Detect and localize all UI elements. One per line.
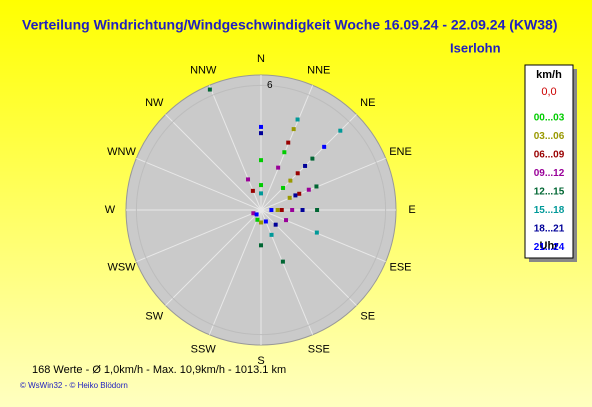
grid-ring — [135, 84, 387, 336]
direction-label: SE — [360, 311, 375, 323]
wind-point — [295, 171, 300, 176]
spoke — [165, 114, 262, 211]
wind-point — [279, 208, 284, 212]
wind-point — [303, 163, 308, 168]
legend-label: 09...12 — [534, 168, 565, 179]
direction-label: SSW — [191, 343, 217, 355]
wind-point — [291, 127, 296, 132]
wind-point — [275, 208, 280, 212]
wind-point — [259, 220, 263, 225]
wind-point — [259, 158, 263, 163]
wind-point — [269, 208, 274, 212]
wind-point — [300, 208, 305, 212]
spoke — [260, 157, 386, 211]
spoke — [208, 209, 262, 335]
wind-point — [251, 211, 256, 216]
direction-label: WSW — [107, 262, 136, 274]
direction-label: WNW — [107, 146, 136, 158]
direction-label: NE — [360, 97, 375, 109]
spoke — [260, 209, 386, 263]
wind-point — [281, 185, 286, 190]
wind-point — [280, 259, 285, 264]
wind-point — [254, 212, 259, 217]
wind-point — [259, 183, 263, 188]
wind-point — [284, 218, 289, 223]
wind-point — [314, 184, 319, 189]
spoke — [136, 209, 262, 263]
wind-point — [322, 144, 327, 149]
wind-point — [310, 156, 315, 161]
wind-point — [207, 87, 212, 92]
wind-point — [314, 230, 319, 235]
wind-point — [250, 188, 255, 193]
direction-label: ESE — [389, 262, 411, 274]
direction-label: E — [408, 204, 415, 216]
wind-point — [315, 208, 320, 212]
wind-point — [259, 131, 263, 136]
wind-point — [276, 165, 281, 170]
chart-title: Verteilung Windrichtung/Windgeschwindigk… — [22, 17, 558, 33]
direction-label: SSE — [308, 343, 330, 355]
legend-unit: Uhr — [540, 240, 560, 252]
wind-point — [338, 128, 343, 133]
legend-label: 21...24 — [534, 242, 565, 253]
legend-value: 0,0 — [541, 86, 556, 98]
direction-label: SW — [145, 311, 163, 323]
wind-point — [259, 243, 263, 248]
wind-point — [306, 187, 311, 192]
wind-point — [259, 191, 263, 196]
spoke — [260, 209, 314, 335]
direction-label: NNW — [190, 64, 217, 76]
wind-point — [297, 191, 302, 196]
wind-point — [255, 217, 260, 222]
stats: 168 Werte - Ø 1,0km/h - Max. 10,9km/h - … — [32, 364, 286, 376]
chart-subtitle: Iserlohn — [450, 40, 501, 55]
wind-point — [273, 222, 278, 227]
spoke — [136, 157, 262, 211]
wind-point — [246, 177, 251, 182]
legend-label: 12...15 — [534, 187, 565, 198]
direction-label: N — [257, 53, 265, 65]
direction-label: S — [257, 355, 264, 367]
wind-point — [295, 117, 300, 122]
direction-label: W — [105, 204, 116, 216]
wind-point — [288, 178, 293, 183]
spoke — [260, 85, 314, 211]
legend-title: km/h — [536, 69, 562, 81]
copyright: © WsWin32 - © Heiko Blödorn — [20, 381, 128, 390]
wind-point — [282, 150, 287, 155]
legend-label: 06...09 — [534, 150, 565, 161]
legend-label: 00...03 — [534, 113, 565, 124]
spoke — [165, 209, 262, 306]
direction-label: ENE — [389, 146, 412, 158]
legend-label: 03...06 — [534, 131, 565, 142]
wind-point — [293, 193, 298, 198]
wind-point — [290, 208, 295, 212]
wind-point — [259, 124, 263, 129]
wind-point — [263, 219, 268, 224]
direction-label: NW — [145, 97, 164, 109]
direction-label: NNE — [307, 64, 330, 76]
wind-point — [286, 140, 291, 145]
legend-label: 15...18 — [534, 205, 565, 216]
legend-box — [524, 64, 574, 259]
r-tick-label: 6 — [267, 80, 273, 91]
legend-label: 18...21 — [534, 224, 565, 235]
wind-point — [269, 232, 274, 237]
wind-point — [287, 195, 292, 200]
